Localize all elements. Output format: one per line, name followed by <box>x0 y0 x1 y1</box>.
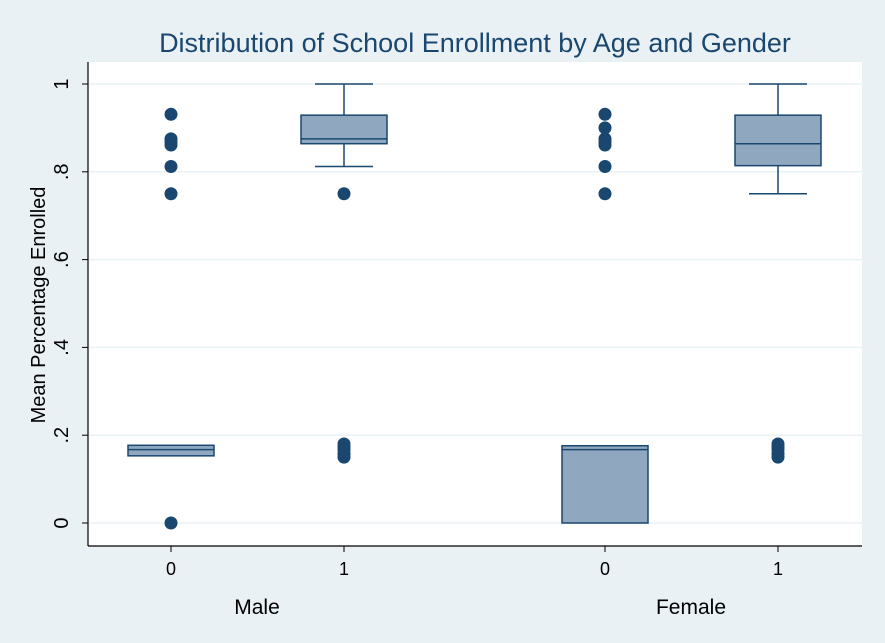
y-axis-label: Mean Percentage Enrolled <box>28 187 50 424</box>
y-tick-label: 0 <box>51 517 73 528</box>
y-tick-label: 1 <box>51 78 73 89</box>
y-tick-label: .2 <box>51 427 73 444</box>
x-tick-label: 1 <box>773 559 783 579</box>
outlier-point <box>164 516 178 530</box>
outlier-point <box>337 187 351 201</box>
y-tick-label: .6 <box>51 251 73 268</box>
outlier-point <box>598 121 612 135</box>
chart-title: Distribution of School Enrollment by Age… <box>159 28 791 58</box>
x-tick-label: 0 <box>166 559 176 579</box>
gridlines <box>89 83 862 524</box>
outlier-point <box>164 132 178 146</box>
boxes <box>127 83 822 530</box>
y-axis-ticks: 0 .2 .4 .6 .8 1 <box>51 78 88 529</box>
y-tick-label: .8 <box>51 163 73 180</box>
outlier-point <box>164 187 178 201</box>
iqr-box <box>734 114 822 167</box>
x-tick-label: 1 <box>339 559 349 579</box>
outlier-point <box>337 437 351 451</box>
outlier-point <box>598 132 612 146</box>
iqr-box <box>127 444 215 457</box>
iqr-box <box>561 444 649 524</box>
group-label: Female <box>656 596 726 619</box>
outlier-point <box>164 160 178 174</box>
outlier-point <box>771 437 785 451</box>
outlier-point <box>164 107 178 121</box>
outlier-point <box>598 107 612 121</box>
group-label: Male <box>234 596 280 619</box>
x-axis-labels: Male 0 1 Female 0 1 <box>166 546 783 619</box>
outlier-point <box>598 160 612 174</box>
plot-region <box>88 62 862 546</box>
x-tick-label: 0 <box>600 559 610 579</box>
outlier-point <box>598 187 612 201</box>
y-tick-label: .4 <box>51 339 73 356</box>
